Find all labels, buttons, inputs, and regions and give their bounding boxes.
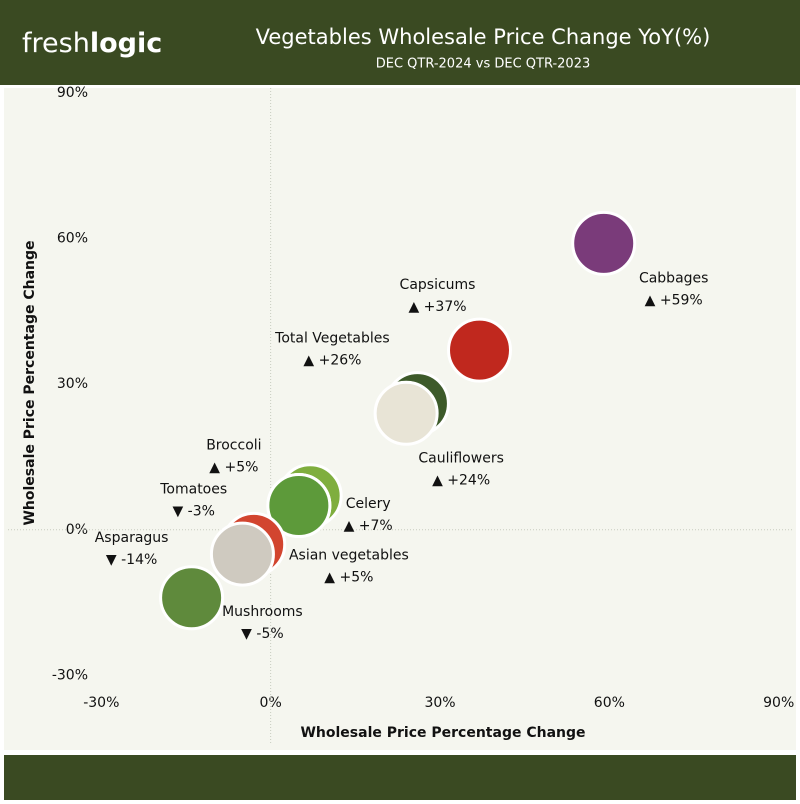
- value-label: ▲ +5%: [324, 570, 373, 586]
- value-label: ▲ +24%: [432, 472, 490, 488]
- point-name: Tomatoes: [159, 481, 227, 497]
- point: [571, 210, 637, 276]
- point: [447, 317, 513, 383]
- x-axis-title: Wholesale Price Percentage Change: [300, 725, 585, 741]
- point: [266, 473, 332, 539]
- point-name: Celery: [346, 496, 391, 512]
- logo: freshlogic: [22, 28, 162, 59]
- x-tick-label: 60%: [594, 695, 625, 711]
- y-tick-label: 0%: [66, 522, 88, 538]
- chart-subtitle: DEC QTR-2024 vs DEC QTR-2023: [376, 57, 591, 72]
- point: [159, 565, 225, 631]
- value-label: ▼ -5%: [241, 626, 283, 642]
- point: [373, 380, 439, 446]
- point-name: Cauliflowers: [418, 450, 504, 466]
- point-name: Asian vegetables: [289, 548, 409, 564]
- value-label: ▲ +59%: [645, 292, 703, 308]
- value-label: ▲ +37%: [408, 299, 466, 315]
- y-tick-label: 90%: [57, 85, 88, 101]
- value-label: ▲ +7%: [344, 518, 393, 534]
- point-name: Broccoli: [206, 438, 261, 454]
- point-name: Mushrooms: [222, 604, 303, 620]
- x-tick-label: 90%: [763, 695, 794, 711]
- value-label: ▲ +26%: [303, 353, 361, 369]
- point: [209, 521, 275, 587]
- y-tick-label: 60%: [57, 231, 88, 247]
- y-tick-label: -30%: [52, 667, 88, 683]
- x-tick-label: -30%: [83, 695, 119, 711]
- header-band: [0, 0, 800, 85]
- x-tick-label: 30%: [424, 695, 455, 711]
- value-label: ▼ -14%: [106, 552, 157, 568]
- point-name: Total Vegetables: [274, 331, 390, 347]
- point-name: Asparagus: [95, 530, 169, 546]
- value-label: ▼ -3%: [172, 503, 214, 519]
- point-name: Cabbages: [639, 270, 709, 286]
- value-label: ▲ +5%: [209, 460, 258, 476]
- y-axis-title: Wholesale Price Percentage Change: [22, 240, 38, 525]
- chart-title: Vegetables Wholesale Price Change YoY(%): [256, 25, 711, 49]
- logo-bold: logic: [90, 28, 162, 59]
- y-tick-label: 30%: [57, 376, 88, 392]
- point-name: Capsicums: [400, 277, 476, 293]
- footer-band: [4, 755, 796, 800]
- logo-light: fresh: [22, 28, 90, 59]
